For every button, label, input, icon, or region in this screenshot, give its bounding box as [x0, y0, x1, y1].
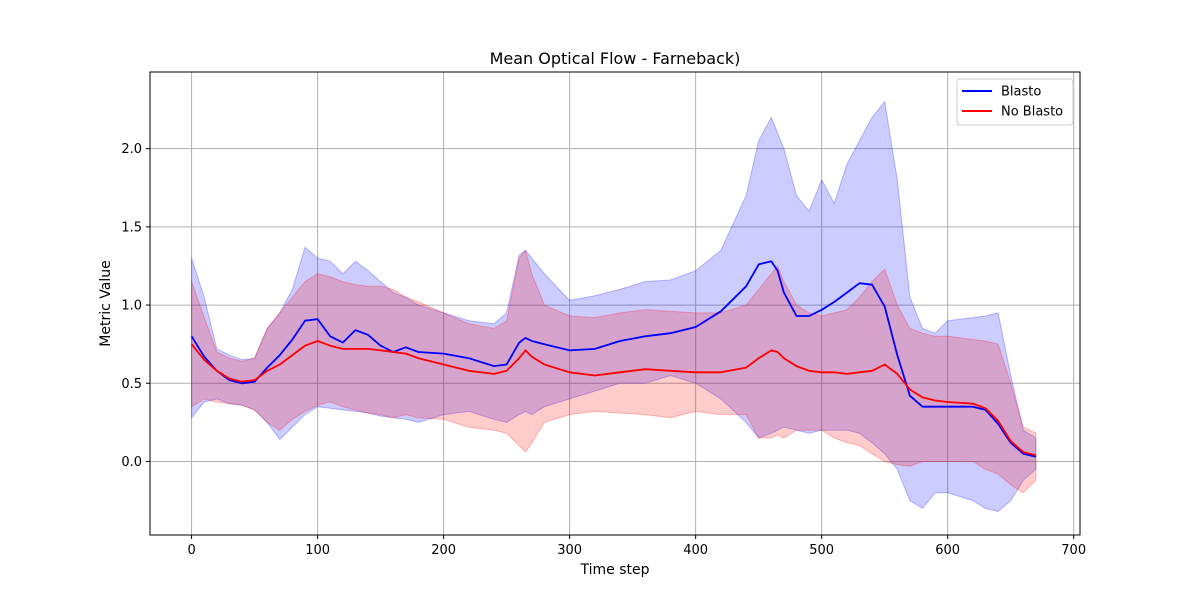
grid: [150, 72, 1080, 535]
y-tick-label-0-5: 0.5: [121, 377, 142, 392]
legend-label-no-blasto: No Blasto: [1001, 105, 1063, 120]
x-axis-label: Time step: [580, 562, 650, 578]
line-no-blasto: [190, 340, 1037, 457]
y-tick-label-2-0: 2.0: [121, 142, 142, 157]
x-tick-label-300: 300: [557, 543, 582, 558]
x-tick-label-600: 600: [935, 543, 960, 558]
x-tick-label-0: 0: [187, 543, 195, 558]
y-axis-label: Metric Value: [98, 260, 114, 346]
plot-area-frame: [149, 71, 1081, 536]
y-tick-label-1-0: 1.0: [121, 299, 142, 314]
chart-title: Mean Optical Flow - Farneback): [490, 49, 741, 68]
line-blasto: [190, 260, 1037, 458]
x-tick-label-100: 100: [305, 543, 330, 558]
legend: Blasto No Blasto: [956, 78, 1074, 126]
legend-label-blasto: Blasto: [1001, 85, 1041, 100]
confidence-bands: [191, 100, 1037, 513]
y-tick-label-1-5: 1.5: [121, 220, 142, 235]
series-lines: [190, 260, 1037, 458]
x-tick-label-500: 500: [809, 543, 834, 558]
y-axis-ticks: 0.0 0.5 1.0 1.5 2.0: [121, 142, 150, 470]
y-tick-label-0-0: 0.0: [121, 455, 142, 470]
x-tick-label-700: 700: [1061, 543, 1086, 558]
band-blasto: [191, 100, 1037, 513]
x-axis-ticks: 0 100 200 300 400 500 600 700: [187, 535, 1086, 558]
band-no-blasto: [191, 249, 1037, 494]
x-tick-label-200: 200: [431, 543, 456, 558]
x-tick-label-400: 400: [683, 543, 708, 558]
